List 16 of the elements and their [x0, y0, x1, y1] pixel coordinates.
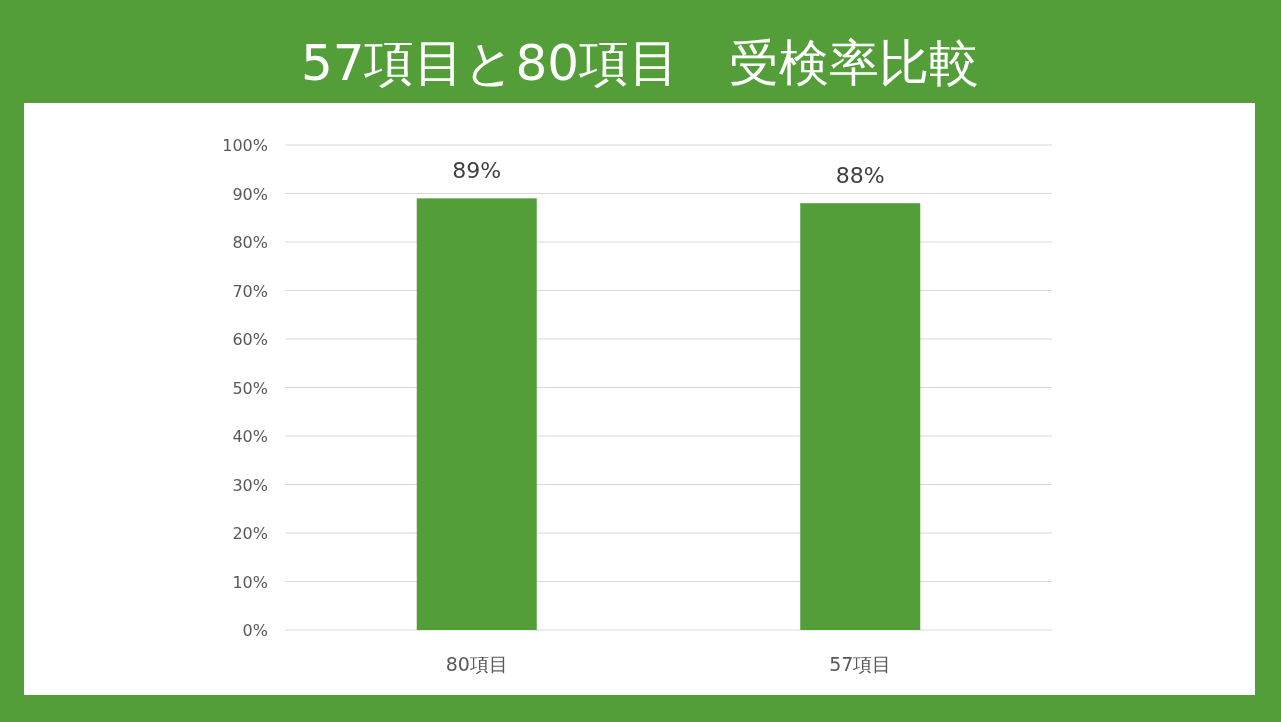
y-tick-label: 30% — [232, 475, 268, 495]
y-tick-label: 10% — [232, 572, 268, 592]
y-tick-label: 0% — [242, 621, 268, 640]
y-tick-label: 70% — [232, 281, 268, 301]
y-tick-label: 50% — [232, 378, 268, 398]
y-tick-label: 20% — [232, 524, 268, 543]
y-tick-label: 60% — [232, 330, 268, 349]
y-tick-label: 40% — [232, 427, 268, 446]
data-label: 88% — [835, 163, 885, 189]
chart-title: 57項目と80項目 受検率比較 — [300, 34, 980, 92]
y-tick-label: 90% — [232, 184, 268, 204]
data-label: 89% — [452, 158, 502, 184]
x-tick-label: 80項目 — [445, 653, 508, 675]
y-tick-label: 100% — [222, 136, 268, 155]
x-tick-label: 57項目 — [829, 653, 892, 675]
y-tick-label: 80% — [232, 233, 268, 252]
